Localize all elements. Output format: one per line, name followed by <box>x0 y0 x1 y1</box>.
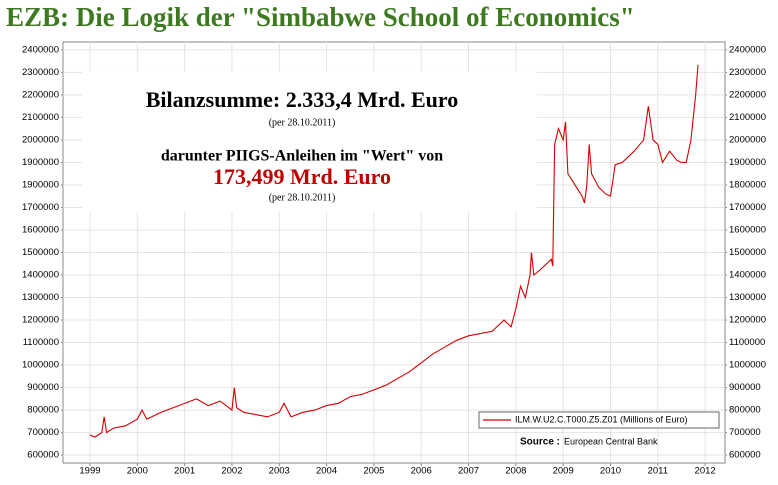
chart-title: EZB: Die Logik der "Simbabwe School of E… <box>6 2 635 32</box>
x-tick-label: 2002 <box>221 466 242 477</box>
y2-tick-label: 1700000 <box>729 202 766 213</box>
y2-tick-label: 2200000 <box>729 89 766 100</box>
y2-tick-label: 2100000 <box>729 112 766 123</box>
x-tick-label: 2004 <box>316 466 337 477</box>
x-tick-label: 2005 <box>363 466 384 477</box>
x-tick-label: 2012 <box>695 466 716 477</box>
y-tick-label: 600000 <box>27 450 59 461</box>
line <box>89 64 699 438</box>
source: European Central Bank <box>564 436 658 446</box>
y-tick-label: 1200000 <box>22 315 59 326</box>
annotation-box <box>82 72 537 212</box>
y2-tick-label: 1500000 <box>729 247 766 258</box>
y-tick-label: 2300000 <box>22 67 59 78</box>
y-tick-label: 700000 <box>27 427 59 438</box>
y-tick-label: 1700000 <box>22 202 59 213</box>
x-tick-label: 2009 <box>553 466 574 477</box>
x-tick-label: 2006 <box>411 466 432 477</box>
x-tick-label: 2010 <box>600 466 621 477</box>
y-tick-label: 2100000 <box>22 112 59 123</box>
y-tick-label: 1900000 <box>22 157 59 168</box>
y2-tick-label: 1900000 <box>729 157 766 168</box>
x-tick-label: 2001 <box>174 466 195 477</box>
annotation-date: (per 28.10.2011) <box>269 117 336 128</box>
y-tick-label: 1900000 <box>22 179 59 190</box>
x-tick-label: 2000 <box>127 466 148 477</box>
annotation-date: (per 28.10.2011) <box>269 192 336 203</box>
y2-tick-label: 1600000 <box>729 225 766 236</box>
y-tick-label: 1100000 <box>23 337 59 348</box>
plot <box>89 64 699 438</box>
y2-tick-label: 1000000 <box>729 360 766 371</box>
y2-tick-label: 2000000 <box>729 134 766 145</box>
y2-tick-label: 1100000 <box>729 337 765 348</box>
annotation-subline: darunter PIIGS-Anleihen im "Wert" von <box>161 148 443 165</box>
legend-label: ILM.W.U2.C.T000.Z5.Z01 (Millions of Euro… <box>515 414 688 424</box>
y2-tick-label: 900000 <box>729 382 761 393</box>
x-tick-label: 1999 <box>79 466 100 477</box>
y2-tick-label: 1200000 <box>729 315 766 326</box>
y-tick-label: 1300000 <box>22 292 59 303</box>
y2-tick-label: 1300000 <box>729 292 766 303</box>
y2-tick-label: 2400000 <box>729 44 766 55</box>
y-tick-label: 1000000 <box>22 360 59 371</box>
x-tick-label: 2003 <box>269 466 290 477</box>
annotation-headline: Bilanzsumme: 2.333,4 Mrd. Euro <box>146 87 458 112</box>
x-tick-label: 2007 <box>458 466 479 477</box>
y-tick-label: 1500000 <box>22 247 59 258</box>
y2-tick-label: 800000 <box>729 405 761 416</box>
y2-tick-label: 600000 <box>729 450 761 461</box>
y2-tick-label: 2300000 <box>729 67 766 78</box>
legend-box <box>478 411 720 429</box>
y-tick-label: 900000 <box>27 382 59 393</box>
source-label: Source : <box>520 437 560 448</box>
annotation-highlight: 173,499 Mrd. Euro <box>213 164 391 189</box>
y-tick-label: 2200000 <box>22 89 59 100</box>
y-tick-label: 1400000 <box>22 270 59 281</box>
y-tick-label: 2400000 <box>22 44 59 55</box>
x-tick-label: 2008 <box>505 466 526 477</box>
y-tick-label: 2000000 <box>22 134 59 145</box>
y2-tick-label: 1800000 <box>729 179 766 190</box>
y2-tick-label: 1400000 <box>729 270 766 281</box>
y-tick-label: 1600000 <box>22 225 59 236</box>
y2-tick-label: 700000 <box>729 427 761 438</box>
y-tick-label: 800000 <box>27 405 59 416</box>
x-tick-label: 2011 <box>648 466 668 477</box>
